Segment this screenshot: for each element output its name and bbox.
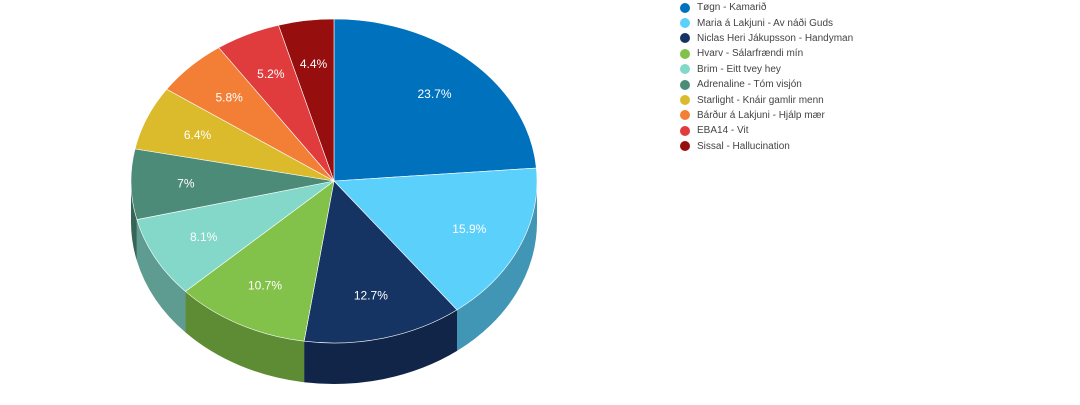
legend-marker-icon — [680, 110, 690, 121]
pie-side-maria-a-lakjuni-av-na-i-guds — [457, 181, 537, 351]
legend-item-adrenaline-tom-visjon[interactable]: Adrenaline - Tóm visjón — [680, 77, 853, 92]
legend-label: Maria á Lakjuni - Av náði Guds — [697, 17, 834, 29]
legend-marker-icon — [680, 125, 690, 136]
pie-labels: 23.7% 15.9% 12.7% 10.7% 8.1% 7% 6.4% 5.8% 5.2% 4.… — [177, 57, 486, 303]
legend-label: Niclas Heri Jákupsson - Handyman — [697, 32, 854, 44]
slice-data-label: 10.7% — [248, 279, 282, 293]
legend-marker-icon — [680, 33, 690, 44]
legend-label: Starlight - Knáir gamlir menn — [697, 94, 824, 106]
legend-label: Bárður á Lakjuni - Hjálp mær — [697, 109, 825, 121]
slice-data-label: 12.7% — [354, 289, 388, 303]
pie-side-hvarv-salarfr-ndi-min — [185, 291, 305, 383]
slice-data-label: 5.2% — [257, 67, 285, 81]
pie-slice-hvarv-salarfr-ndi-min[interactable] — [184, 180, 335, 342]
legend-item-eba14-vit[interactable]: EBA14 - Vit — [680, 123, 853, 138]
slice-data-label: 7% — [177, 176, 195, 190]
legend-item-hvarv-salarfr-ndi-min[interactable]: Hvarv - Sálarfrændi mín — [680, 46, 853, 61]
pie-slice-niclas-heri-jakupsson-handyman[interactable] — [303, 180, 458, 344]
legend-label: Adrenaline - Tóm visjón — [697, 79, 802, 91]
legend-label: Tøgn - Kamarið — [697, 2, 767, 14]
slice-data-label: 23.7% — [417, 87, 451, 101]
legend-marker-icon — [680, 79, 690, 90]
legend-item-bar-ur-a-lakjuni-hjalp-m-r[interactable]: Bárður á Lakjuni - Hjálp mær — [680, 108, 853, 123]
legend-item-maria-a-lakjuni-av-na-i-guds[interactable]: Maria á Lakjuni - Av náði Guds — [680, 15, 853, 30]
legend-label: Hvarv - Sálarfrændi mín — [697, 48, 804, 60]
pie-slice-sissal-hallucination[interactable] — [278, 18, 335, 182]
slice-data-label: 15.9% — [452, 222, 486, 236]
legend-label: Sissal - Hallucination — [697, 140, 790, 152]
slice-data-label: 8.1% — [190, 230, 218, 244]
legend-marker-icon — [680, 48, 690, 59]
legend-marker-icon — [680, 18, 690, 29]
legend-item-starlight-knair-gamlir-menn[interactable]: Starlight - Knáir gamlir menn — [680, 92, 853, 107]
pie-slice-brim-eitt-tvey-hey[interactable] — [136, 180, 335, 292]
legend-item-t-gn-kamari[interactable]: Tøgn - Kamarið — [680, 0, 853, 15]
legend-item-brim-eitt-tvey-hey[interactable]: Brim - Eitt tvey hey — [680, 62, 853, 77]
legend-marker-icon — [680, 64, 690, 75]
slice-data-label: 4.4% — [300, 57, 328, 71]
legend-item-niclas-heri-jakupsson-handyman[interactable]: Niclas Heri Jákupsson - Handyman — [680, 31, 853, 46]
chart-legend: Tøgn - Kamarið Maria á Lakjuni - Av náði … — [680, 0, 853, 154]
legend-marker-icon — [680, 2, 690, 13]
legend-label: EBA14 - Vit — [697, 125, 749, 137]
legend-marker-icon — [680, 141, 690, 152]
legend-label: Brim - Eitt tvey hey — [697, 63, 781, 75]
legend-item-sissal-hallucination[interactable]: Sissal - Hallucination — [680, 139, 853, 154]
slice-data-label: 6.4% — [184, 128, 212, 142]
legend-marker-icon — [680, 95, 690, 106]
pie-slice-t-gn-kamari[interactable] — [333, 18, 537, 182]
pie-top-faces — [130, 18, 538, 344]
slice-data-label: 5.8% — [215, 90, 243, 104]
pie-slice-maria-a-lakjuni-av-na-i-guds[interactable] — [333, 167, 538, 311]
